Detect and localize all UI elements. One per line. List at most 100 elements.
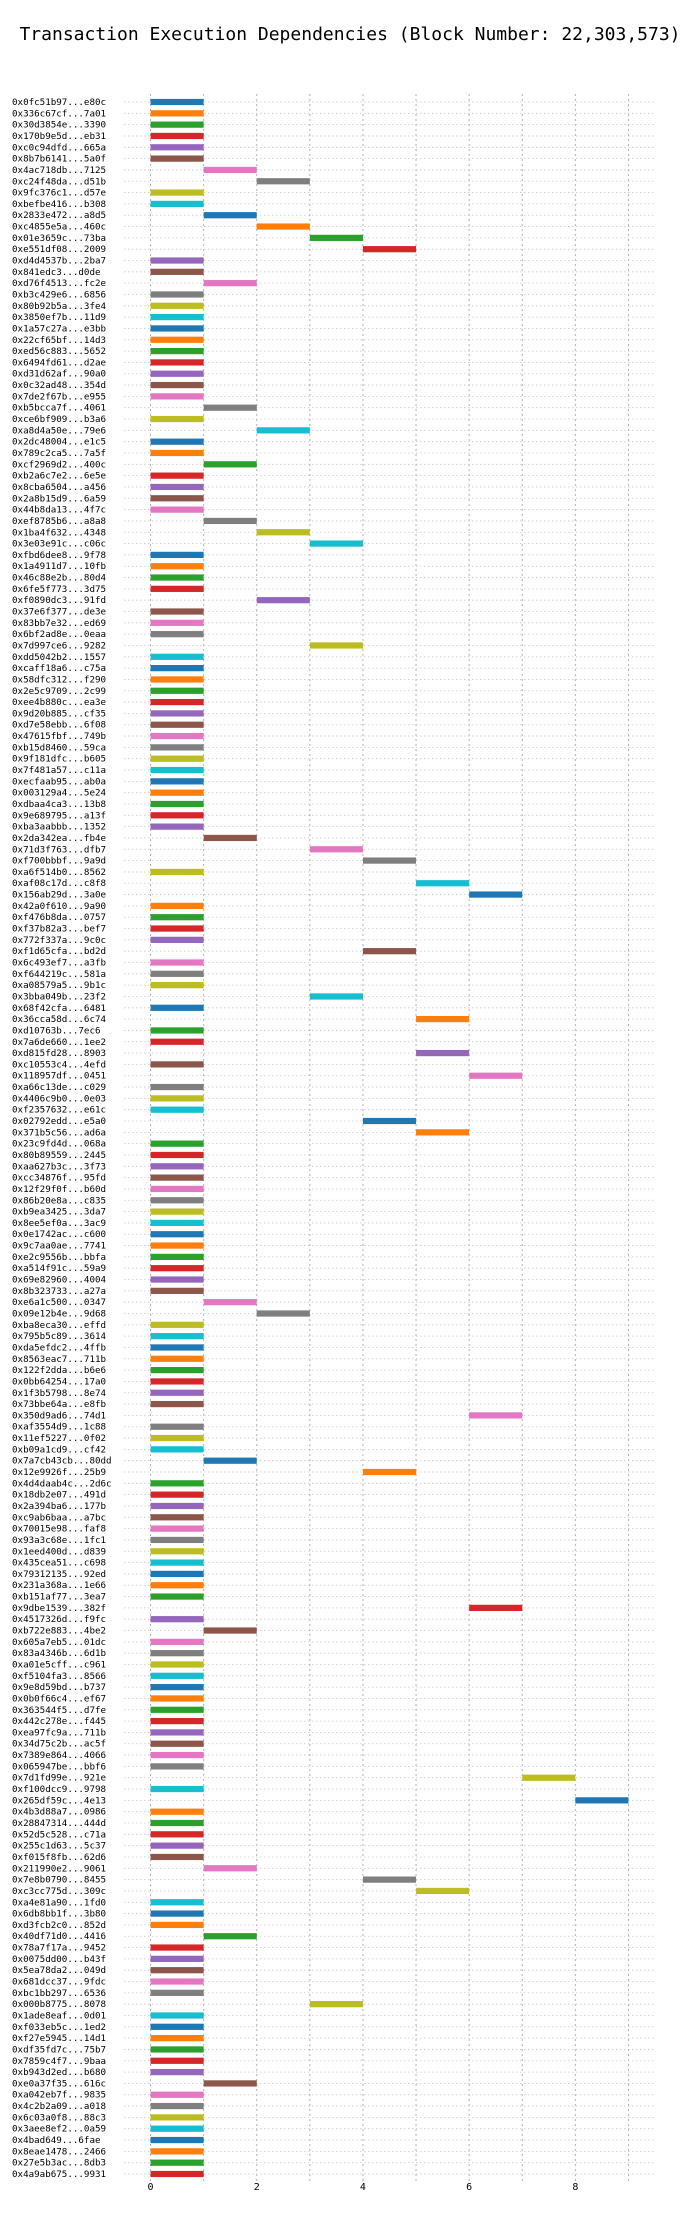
execution-bar — [150, 336, 204, 343]
tx-label: 0x2a394ba6...177b — [12, 1501, 106, 1512]
execution-bar — [575, 1797, 629, 1804]
tx-label: 0x255c1d63...5c37 — [12, 1841, 106, 1852]
execution-bar — [150, 1389, 204, 1396]
execution-bar — [150, 2114, 204, 2121]
tx-label: 0x0fc51b97...e80c — [12, 97, 106, 108]
execution-bar — [150, 1582, 204, 1589]
execution-bar — [150, 665, 204, 672]
tx-label: 0xecfaab95...ab0a — [12, 776, 106, 787]
execution-bar — [150, 1944, 204, 1951]
tx-label: 0x4c2b2a09...a018 — [12, 2101, 106, 2112]
execution-bar — [150, 1751, 204, 1759]
tx-label: 0xba8eca30...effd — [12, 1320, 106, 1331]
execution-bar — [150, 1321, 204, 1328]
tx-label: 0x1a4911d7...10fb — [12, 561, 106, 572]
tx-label: 0x2da342ea...fb4e — [12, 833, 106, 844]
execution-bar — [150, 1366, 204, 1374]
tx-label: 0xa042eb7f...9835 — [12, 2090, 106, 2101]
execution-bar — [150, 1163, 204, 1170]
tx-label: 0x003129a4...5e24 — [12, 788, 107, 799]
execution-bar — [150, 1525, 204, 1532]
tx-label: 0xee4b880c...ea3e — [12, 697, 106, 708]
tx-label: 0xd3fcb2c0...852d — [12, 1920, 106, 1931]
tx-label: 0x265df59c...4e13 — [12, 1795, 106, 1806]
tx-label: 0xb943d2ed...b680 — [12, 2067, 106, 2078]
tx-label: 0xc0c94dfd...665a — [12, 142, 106, 153]
execution-bar — [150, 698, 204, 706]
execution-bar — [150, 687, 204, 694]
tx-label: 0x37e6f377...de3e — [12, 607, 106, 618]
tx-label: 0x3aee8ef2...0a59 — [12, 2124, 106, 2135]
tx-label: 0x9fc376c1...d57e — [12, 188, 106, 199]
execution-bar — [256, 223, 310, 230]
execution-bar — [150, 347, 204, 355]
execution-bar — [150, 653, 204, 660]
tx-label: 0x7a7cb43cb...80dd — [12, 1456, 112, 1467]
tx-label: 0x681dcc37...9fdc — [12, 1977, 106, 1988]
execution-bar — [150, 1378, 204, 1385]
execution-bar — [150, 1593, 204, 1600]
execution-bar — [150, 1536, 204, 1544]
execution-bar — [150, 1989, 204, 1996]
execution-bar — [150, 1740, 204, 1747]
execution-bar — [469, 1604, 523, 1611]
tx-label: 0x70015e98...faf8 — [12, 1524, 106, 1535]
execution-bar — [150, 155, 204, 162]
tx-label: 0x42a0f610...9a90 — [12, 901, 106, 912]
x-tick-label: 8 — [572, 2182, 578, 2193]
tx-label: 0xfbd6dee8...9f78 — [12, 550, 106, 561]
execution-bar — [150, 2046, 204, 2053]
execution-bar — [150, 1967, 204, 1974]
execution-bar — [150, 257, 204, 264]
tx-label: 0x23c9fd4d...068a — [12, 1139, 106, 1150]
execution-bar — [362, 246, 417, 253]
execution-bar — [150, 472, 204, 479]
tx-label: 0xcf2969d2...400c — [12, 459, 106, 470]
tx-label: 0xba3aabbb...1352 — [12, 822, 106, 833]
execution-bar — [150, 1344, 204, 1351]
execution-bar — [309, 846, 363, 853]
tx-label: 0x156ab29d...3a0e — [12, 890, 106, 901]
execution-bar — [150, 1061, 204, 1068]
tx-label: 0xce6bf909...b3a6 — [12, 414, 106, 425]
tx-label: 0xf1d65cfa...bd2d — [12, 946, 106, 957]
tx-label: 0x8eae1478...2466 — [12, 2146, 106, 2157]
execution-bar — [150, 1140, 204, 1147]
tx-label: 0x28847314...444d — [12, 1818, 106, 1829]
tx-label: 0xf700bbbf...9a9d — [12, 856, 106, 867]
execution-bar — [150, 110, 204, 117]
execution-bar — [150, 902, 204, 910]
tx-label: 0x7859c4f7...9baa — [12, 2056, 106, 2067]
tx-label: 0x86b20e8a...c835 — [12, 1195, 106, 1206]
execution-bar — [362, 1876, 417, 1883]
execution-bar — [203, 280, 257, 287]
execution-bar — [150, 1434, 204, 1442]
execution-bar — [362, 1468, 417, 1476]
execution-bar — [150, 268, 204, 275]
execution-bar — [150, 2170, 204, 2178]
tx-label: 0x9f181dfc...b605 — [12, 754, 106, 765]
tx-label: 0x80b89559...2445 — [12, 1150, 106, 1161]
execution-bar — [150, 789, 204, 796]
execution-bar — [416, 1016, 470, 1023]
execution-bar — [150, 1253, 204, 1260]
tx-label: 0x3e03e91c...c06c — [12, 539, 106, 550]
tx-label: 0xea97fc9a...711b — [12, 1727, 106, 1738]
tx-label: 0x118957df...0451 — [12, 1071, 106, 1082]
execution-bar — [150, 1616, 204, 1623]
execution-bar — [150, 2091, 204, 2098]
tx-label: 0xc24f48da...d51b — [12, 176, 106, 187]
tx-label: 0x9dbe1539...382f — [12, 1603, 106, 1614]
execution-bar — [150, 574, 204, 581]
x-tick-label: 2 — [254, 2182, 260, 2193]
execution-bar — [522, 1774, 576, 1781]
tx-label: 0xf2357632...e61c — [12, 1105, 106, 1116]
execution-bar — [203, 461, 257, 468]
tx-label: 0xbefbe416...b308 — [12, 199, 106, 210]
tx-label: 0x8563eac7...711b — [12, 1354, 106, 1365]
execution-bar — [150, 766, 204, 774]
execution-bar — [309, 993, 363, 1000]
tx-label: 0x27e5b3ac...8db3 — [12, 2158, 106, 2169]
execution-bar — [150, 936, 204, 943]
